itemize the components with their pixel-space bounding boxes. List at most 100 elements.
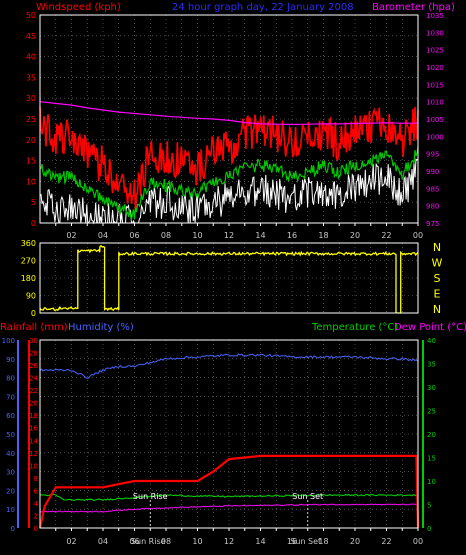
x-tick-label: 04	[98, 231, 108, 240]
chart-title: 24 hour graph day, 22 January 2008	[172, 2, 354, 13]
rainfall-tick-label: 30	[29, 337, 38, 345]
x-tick-label: 14	[255, 537, 265, 546]
barometer-tick-label: 1030	[426, 29, 444, 37]
rainfall-tick-label: 18	[29, 412, 38, 420]
x-tick-label: 18	[318, 537, 328, 546]
temperature-tick-label: 15	[427, 455, 436, 463]
windspeed-tick-label: 30	[26, 94, 36, 103]
temperature-tick-label: 30	[427, 384, 436, 392]
rain-panel-frame	[39, 339, 419, 529]
windspeed-tick-label: 35	[26, 73, 36, 82]
temperature-axis-label: Temperature (°C)	[311, 322, 398, 333]
humidity-tick-label: 10	[6, 506, 15, 514]
x-tick-label: 00	[413, 537, 423, 546]
rainfall-tick-label: 26	[29, 362, 38, 370]
barometer-tick-label: 1035	[426, 12, 444, 20]
rainfall-tick-label: 24	[29, 375, 38, 383]
dewpoint-series	[39, 503, 419, 513]
x-tick-label: 00	[413, 231, 423, 240]
windspeed-tick-label: 50	[26, 11, 36, 20]
compass-label: W	[432, 257, 443, 270]
barometer-tick-label: 1015	[426, 81, 444, 89]
compass-label: N	[433, 303, 441, 316]
humidity-tick-label: 0	[11, 525, 15, 533]
direction-tick-label: 90	[26, 292, 36, 301]
barometer-tick-label: 1005	[426, 116, 444, 124]
x-tick-label: 04	[98, 537, 108, 546]
humidity-tick-label: 20	[6, 487, 15, 495]
rainfall-axis-label: Rainfall (mm)	[0, 322, 68, 333]
humidity-tick-label: 100	[2, 337, 15, 345]
temperature-tick-label: 25	[427, 408, 436, 416]
wind-average-series	[39, 146, 419, 222]
direction-panel-plot	[39, 244, 419, 314]
x-tick-label: 02	[66, 537, 76, 546]
barometer-tick-label: 990	[426, 168, 439, 176]
rainfall-tick-label: 16	[29, 425, 38, 433]
barometer-tick-label: 975	[426, 220, 439, 228]
humidity-tick-label: 90	[6, 356, 15, 364]
x-tick-label: 20	[350, 231, 360, 240]
x-tick-label: 08	[161, 231, 171, 240]
wind-panel-frame	[39, 14, 419, 224]
humidity-tick-label: 70	[6, 393, 15, 401]
x-tick-label: 06	[129, 537, 139, 546]
windspeed-tick-label: 0	[31, 219, 36, 228]
direction-tick-label: 180	[21, 274, 36, 283]
rainfall-tick-label: 0	[34, 525, 38, 533]
x-tick-label: 08	[161, 537, 171, 546]
humidity-tick-label: 80	[6, 375, 15, 383]
direction-tick-label: 360	[21, 239, 36, 248]
humidity-series	[39, 353, 419, 379]
wind-panel-axes: 0510152025303540455097598098599099510001…	[26, 11, 444, 240]
x-tick-label: 14	[255, 231, 265, 240]
windspeed-tick-label: 15	[26, 157, 36, 166]
rainfall-tick-label: 14	[29, 437, 38, 445]
x-tick-label: 20	[350, 537, 360, 546]
humidity-tick-label: 30	[6, 469, 15, 477]
sun-set-label: Sun Set	[292, 492, 323, 501]
wind-panel-plot	[39, 101, 419, 225]
humidity-tick-label: 40	[6, 450, 15, 458]
x-tick-label: 02	[66, 231, 76, 240]
rainfall-tick-label: 6	[34, 487, 39, 495]
temperature-tick-label: 35	[427, 361, 436, 369]
windspeed-tick-label: 40	[26, 53, 36, 62]
x-tick-label: 22	[381, 231, 391, 240]
rainfall-tick-label: 28	[29, 350, 38, 358]
x-tick-label: 12	[224, 537, 234, 546]
temperature-tick-label: 5	[427, 502, 431, 510]
temperature-tick-label: 0	[427, 525, 431, 533]
sun-rise-label: Sun Rise	[133, 492, 168, 501]
windspeed-tick-label: 20	[26, 136, 36, 145]
windspeed-tick-label: 25	[26, 115, 36, 124]
windspeed-tick-label: 45	[26, 32, 36, 41]
direction-panel-frame	[39, 242, 419, 314]
humidity-axis-label: Humidity (%)	[68, 322, 134, 333]
barometer-series	[39, 101, 418, 126]
rainfall-tick-label: 20	[29, 400, 38, 408]
rainfall-tick-label: 12	[29, 450, 38, 458]
x-tick-label: 10	[192, 231, 202, 240]
rainfall-tick-label: 22	[29, 387, 38, 395]
compass-label: S	[434, 272, 441, 285]
barometer-axis-label: Barometer (hpa)	[372, 2, 455, 13]
humidity-tick-label: 60	[6, 412, 15, 420]
x-tick-label: 16	[287, 231, 297, 240]
sun-rise-tick-label: Sun Rise	[131, 537, 166, 546]
x-tick-label: 18	[318, 231, 328, 240]
x-tick-label: 16	[287, 537, 297, 546]
wind-low-series	[39, 158, 419, 225]
barometer-tick-label: 1000	[426, 133, 444, 141]
windspeed-tick-label: 5	[31, 198, 36, 207]
rain-panel-axes: 0102030405060708090100024681012141618202…	[2, 337, 436, 546]
barometer-tick-label: 985	[426, 185, 439, 193]
compass-label: E	[434, 288, 441, 301]
barometer-tick-label: 980	[426, 203, 439, 211]
windspeed-axis-label: Windspeed (kph)	[36, 2, 121, 13]
wind-gust-series	[39, 106, 419, 213]
direction-tick-label: 270	[21, 257, 36, 266]
compass-label: N	[433, 241, 441, 254]
